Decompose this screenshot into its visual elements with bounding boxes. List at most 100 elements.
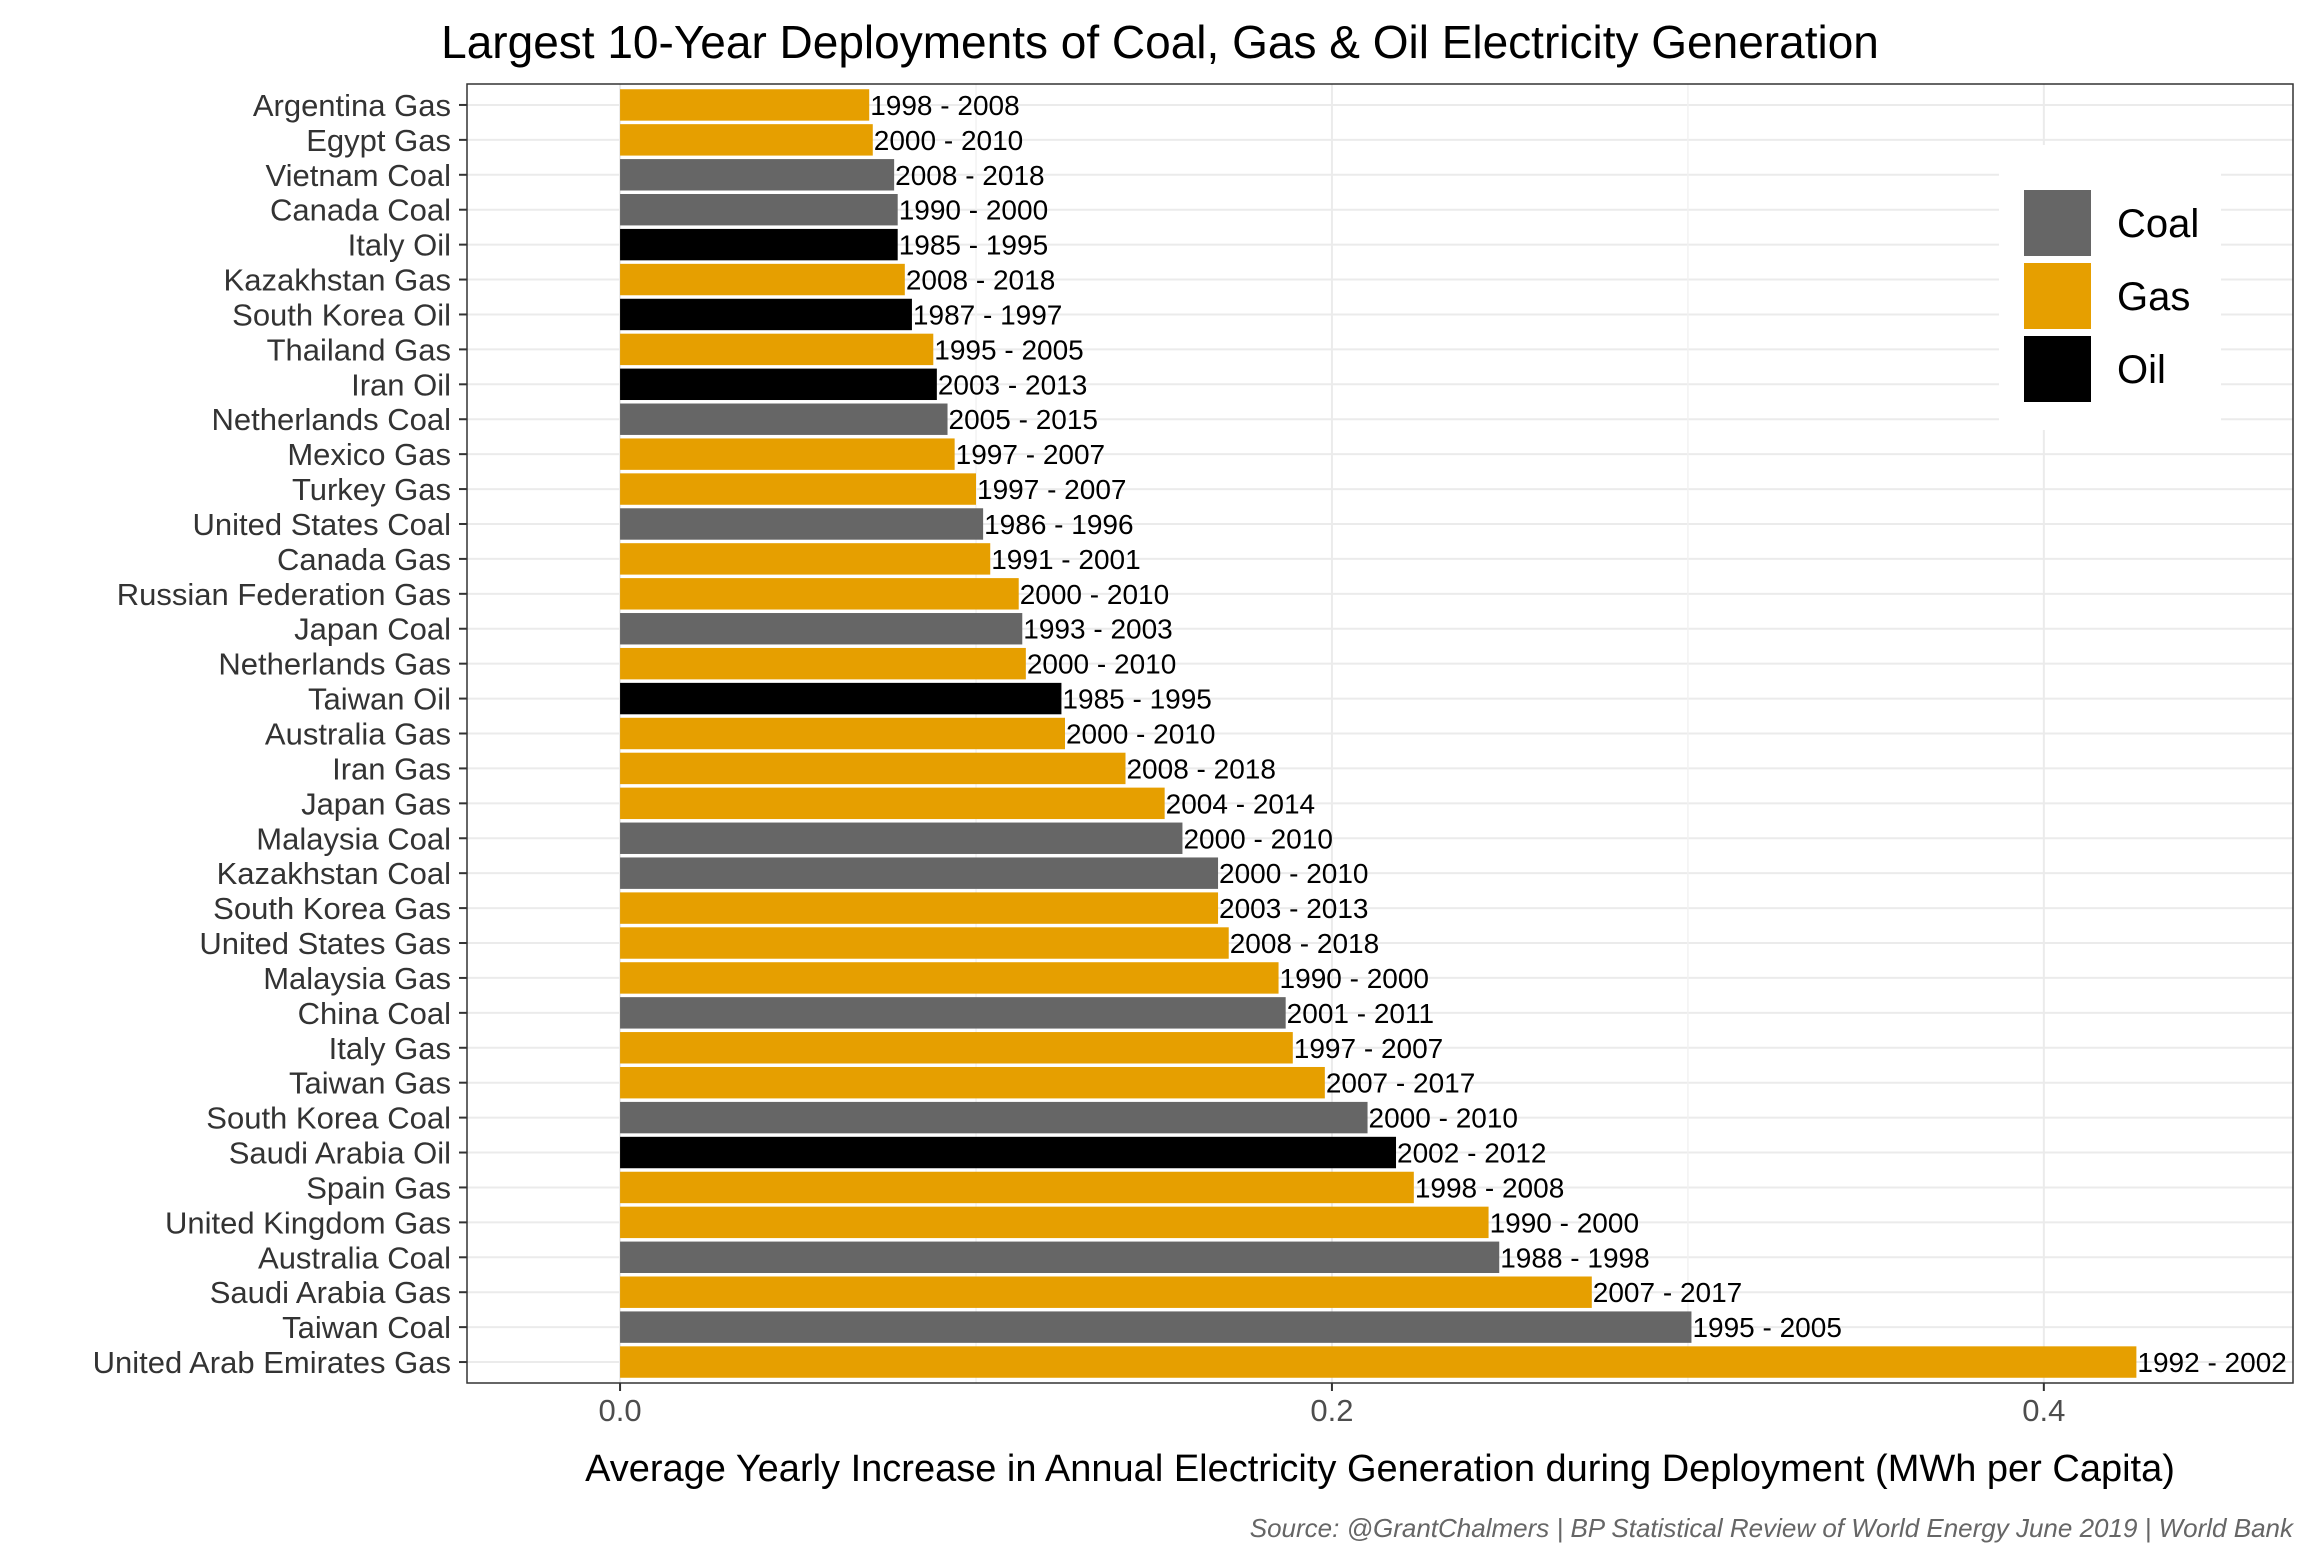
bar-period-label: 1998 - 2008: [1415, 1172, 1564, 1203]
bar-period-label: 2000 - 2010: [1369, 1103, 1518, 1134]
bar: [620, 787, 1165, 820]
bar: [620, 193, 898, 226]
bar-period-label: 2005 - 2015: [949, 404, 1098, 435]
bar-period-label: 2007 - 2017: [1326, 1068, 1475, 1099]
category-label: Iran Oil: [351, 367, 451, 402]
category-label: United States Coal: [193, 507, 451, 542]
bar-period-label: 2002 - 2012: [1397, 1138, 1546, 1169]
category-label: Iran Gas: [332, 751, 451, 786]
category-label: United Arab Emirates Gas: [93, 1345, 451, 1380]
bar-period-label: 2000 - 2010: [1219, 858, 1368, 889]
bar-period-label: 1997 - 2007: [977, 474, 1126, 505]
category-label: South Korea Gas: [213, 891, 451, 926]
bar: [620, 403, 948, 435]
category-label: Taiwan Oil: [308, 682, 451, 717]
category-label: Canada Gas: [277, 542, 451, 577]
bar-period-label: 1997 - 2007: [1294, 1033, 1443, 1064]
category-label: Italy Oil: [348, 228, 451, 263]
bar: [620, 822, 1183, 854]
bar: [620, 682, 1062, 715]
category-label: China Coal: [298, 996, 451, 1031]
bar: [620, 543, 991, 575]
category-label: Malaysia Gas: [263, 961, 451, 996]
bar-period-label: 1986 - 1996: [984, 509, 1133, 540]
category-label: Netherlands Coal: [211, 402, 451, 437]
bar: [620, 1276, 1592, 1308]
category-label: Italy Gas: [329, 1031, 451, 1066]
bar: [620, 508, 984, 540]
bar-period-label: 1992 - 2002: [2137, 1347, 2286, 1378]
bar: [620, 892, 1219, 924]
bar-period-label: 2003 - 2013: [1219, 893, 1368, 924]
category-label: Turkey Gas: [292, 472, 451, 507]
bar: [620, 717, 1065, 750]
bar: [620, 1066, 1325, 1099]
legend: Coal Gas Oil: [1999, 145, 2221, 430]
bars: [620, 89, 2137, 1378]
bar: [620, 124, 873, 156]
bar: [620, 927, 1229, 959]
bar-period-label: 2000 - 2010: [1027, 649, 1176, 680]
category-label: Egypt Gas: [306, 123, 451, 158]
bar: [620, 159, 895, 191]
category-label: Vietnam Coal: [265, 158, 451, 193]
category-label: South Korea Oil: [232, 297, 451, 332]
bar-period-label: 1998 - 2008: [870, 90, 1019, 121]
bar: [620, 473, 977, 505]
category-label: Thailand Gas: [267, 332, 451, 367]
bar: [620, 1206, 1489, 1239]
legend-swatch: [2024, 263, 2091, 329]
legend-label: Gas: [2117, 275, 2190, 319]
category-label: Malaysia Coal: [256, 821, 451, 856]
category-label: Russian Federation Gas: [117, 577, 451, 612]
bar: [620, 647, 1026, 680]
category-label: Spain Gas: [306, 1170, 451, 1205]
category-label: Japan Coal: [294, 612, 451, 647]
category-label: Mexico Gas: [287, 437, 451, 472]
bar: [620, 89, 870, 121]
category-label: Netherlands Gas: [218, 647, 451, 682]
bar: [620, 613, 1023, 645]
category-label: Saudi Arabia Gas: [210, 1275, 451, 1310]
bar: [620, 752, 1126, 785]
bar-period-label: 2008 - 2018: [1230, 928, 1379, 959]
legend-swatch: [2024, 190, 2091, 256]
source-caption: Source: @GrantChalmers | BP Statistical …: [1250, 1513, 2295, 1543]
x-tick-label: 0.0: [599, 1393, 642, 1428]
category-label: Australia Gas: [265, 717, 451, 752]
bar-period-label: 2008 - 2018: [1126, 753, 1275, 784]
bar-period-label: 2004 - 2014: [1166, 788, 1315, 819]
bar-period-label: 1990 - 2000: [1280, 963, 1429, 994]
bar-period-label: 1987 - 1997: [913, 299, 1062, 330]
bar-period-label: 2000 - 2010: [1066, 719, 1215, 750]
bar-period-label: 2000 - 2010: [1183, 823, 1332, 854]
legend-label: Coal: [2117, 202, 2199, 246]
bar: [620, 263, 905, 296]
bar-period-label: 1988 - 1998: [1500, 1242, 1649, 1273]
bar-period-label: 1990 - 2000: [899, 195, 1048, 226]
bar: [620, 1136, 1397, 1169]
category-label: Japan Gas: [301, 786, 451, 821]
bar-period-label: 1997 - 2007: [956, 439, 1105, 470]
category-label: Taiwan Coal: [282, 1310, 451, 1345]
category-label: Canada Coal: [270, 193, 451, 228]
bar: [620, 1101, 1368, 1134]
bar: [620, 1171, 1414, 1204]
bar: [620, 1346, 2137, 1378]
x-axis-title: Average Yearly Increase in Annual Electr…: [585, 1448, 2175, 1490]
bar: [620, 333, 934, 366]
bar-period-label: 2008 - 2018: [895, 160, 1044, 191]
bar-period-label: 1985 - 1995: [1062, 684, 1211, 715]
bar: [620, 228, 898, 261]
bar: [620, 962, 1279, 994]
bar: [620, 1032, 1293, 1064]
x-tick-label: 0.4: [2022, 1393, 2065, 1428]
category-label: United Kingdom Gas: [165, 1205, 451, 1240]
bar-period-label: 1990 - 2000: [1490, 1207, 1639, 1238]
bar: [620, 578, 1019, 610]
legend-swatch: [2024, 336, 2091, 402]
bar-period-label: 2000 - 2010: [1020, 579, 1169, 610]
bar-period-label: 1991 - 2001: [991, 544, 1140, 575]
